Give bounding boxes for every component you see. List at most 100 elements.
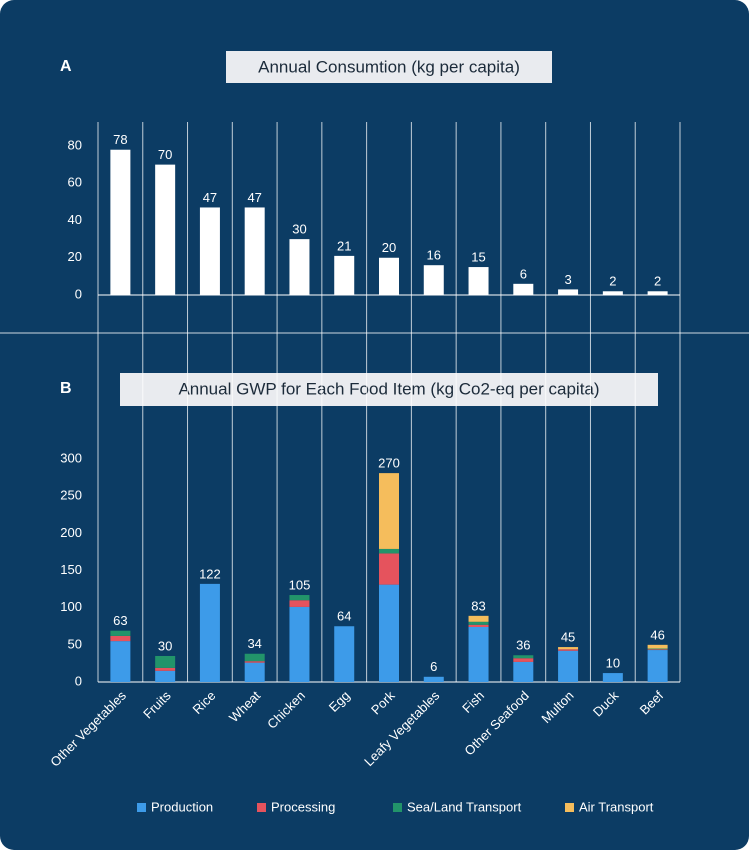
total-label: 122 <box>199 566 221 581</box>
y-tick-label: 250 <box>60 488 82 503</box>
bar <box>244 207 265 295</box>
value-label: 6 <box>520 266 527 281</box>
total-label: 46 <box>650 627 664 642</box>
bar <box>155 164 176 295</box>
y-tick-label: 20 <box>68 249 82 264</box>
chart-title: Annual GWP for Each Food Item (kg Co2-eq… <box>178 379 599 398</box>
bar-segment <box>379 553 399 585</box>
bar <box>289 239 310 295</box>
value-label: 16 <box>427 248 441 263</box>
total-label: 10 <box>606 656 620 671</box>
total-label: 6 <box>430 659 437 674</box>
bar-segment <box>334 626 355 682</box>
legend-label: Processing <box>271 799 335 814</box>
bar-segment <box>513 655 534 659</box>
legend-swatch <box>137 803 146 812</box>
bar <box>423 265 444 295</box>
y-tick-label: 80 <box>68 137 82 152</box>
y-tick-label: 200 <box>60 525 82 540</box>
value-label: 78 <box>113 132 127 147</box>
value-label: 15 <box>471 250 485 265</box>
bar <box>334 255 355 295</box>
total-label: 105 <box>289 577 311 592</box>
total-label: 83 <box>471 598 485 613</box>
total-label: 270 <box>378 456 400 471</box>
value-label: 47 <box>203 190 217 205</box>
legend-label: Air Transport <box>579 799 654 814</box>
y-tick-label: 100 <box>60 599 82 614</box>
y-tick-label: 50 <box>68 636 82 651</box>
bar-segment <box>110 635 131 642</box>
panel-label: B <box>60 380 72 397</box>
bar-segment <box>155 670 176 682</box>
bar-segment <box>289 595 310 601</box>
bar-segment <box>558 649 579 651</box>
y-tick-label: 0 <box>75 286 82 301</box>
y-tick-label: 0 <box>75 673 82 688</box>
legend-label: Production <box>151 799 213 814</box>
value-label: 2 <box>654 274 661 289</box>
title-box <box>226 51 552 83</box>
bar-segment <box>289 600 310 607</box>
legend-label: Sea/Land Transport <box>407 799 522 814</box>
total-label: 36 <box>516 638 530 653</box>
bar-segment <box>155 655 176 668</box>
bar <box>110 149 131 295</box>
bar-segment <box>602 673 623 682</box>
bar-segment <box>110 641 131 682</box>
total-label: 64 <box>337 609 351 624</box>
bar-segment <box>423 676 444 682</box>
bar-segment <box>647 648 668 650</box>
bar-segment <box>468 615 489 622</box>
total-label: 63 <box>113 613 127 628</box>
bar-segment <box>558 650 579 682</box>
bar-segment <box>110 630 131 636</box>
bar-segment <box>289 606 310 682</box>
value-label: 2 <box>609 274 616 289</box>
legend-swatch <box>257 803 266 812</box>
value-label: 20 <box>382 240 396 255</box>
y-tick-label: 150 <box>60 562 82 577</box>
total-label: 34 <box>247 636 261 651</box>
value-label: 70 <box>158 147 172 162</box>
bar-segment <box>244 653 265 662</box>
bar-segment <box>199 583 220 682</box>
y-tick-label: 300 <box>60 450 82 465</box>
bar-segment <box>558 647 579 650</box>
bar-segment <box>155 667 176 671</box>
bar <box>199 207 220 295</box>
bar-segment <box>513 661 534 682</box>
legend-swatch <box>393 803 402 812</box>
bar-segment <box>379 473 399 549</box>
bar-segment <box>379 548 399 554</box>
value-label: 21 <box>337 238 351 253</box>
bar-segment <box>379 584 399 682</box>
value-label: 3 <box>564 272 571 287</box>
y-tick-label: 40 <box>68 212 82 227</box>
total-label: 30 <box>158 638 172 653</box>
bar-segment <box>244 661 265 663</box>
value-label: 47 <box>247 190 261 205</box>
bar-segment <box>244 662 265 682</box>
bar-segment <box>468 626 489 682</box>
y-tick-label: 60 <box>68 175 82 190</box>
bar <box>558 289 579 295</box>
bar <box>379 257 399 295</box>
bar <box>647 291 668 295</box>
bar <box>513 283 534 295</box>
chart-title: Annual Consumtion (kg per capita) <box>258 57 520 76</box>
total-label: 45 <box>561 630 575 645</box>
value-label: 30 <box>292 222 306 237</box>
bar <box>602 291 623 295</box>
legend-swatch <box>565 803 574 812</box>
bar-segment <box>513 658 534 662</box>
bar-segment <box>468 621 489 625</box>
title-box <box>120 373 658 406</box>
bar-segment <box>647 644 668 649</box>
panel-label: A <box>60 58 72 75</box>
bar-segment <box>468 624 489 627</box>
bar <box>468 267 489 295</box>
bar-segment <box>647 649 668 651</box>
